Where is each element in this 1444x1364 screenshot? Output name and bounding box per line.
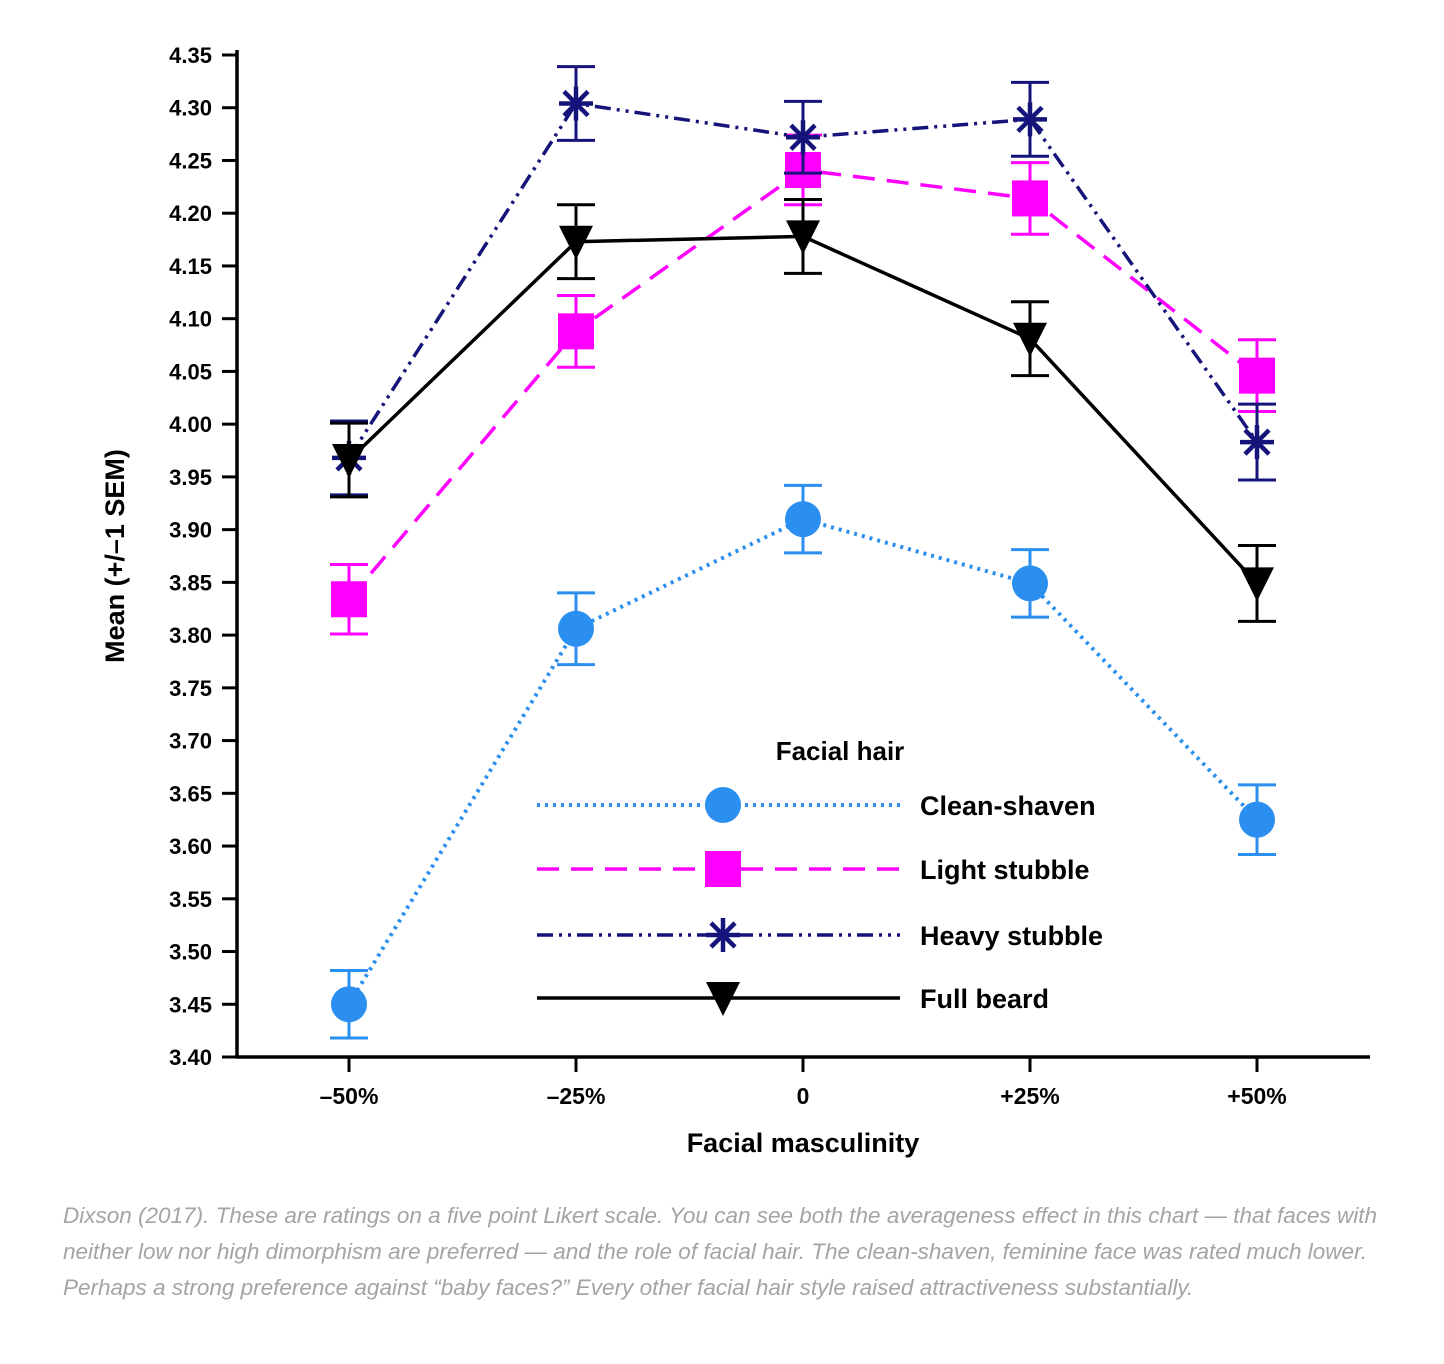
legend-label: Light stubble [920,855,1089,885]
asterisk-marker [786,120,820,155]
triangle-down-marker [1240,567,1274,602]
asterisk-marker [706,918,740,952]
triangle-down-marker [706,982,740,1016]
x-tick-label: 0 [797,1083,810,1109]
axes: 3.40 3.45 3.50 3.55 3.60 3.65 3.70 3.75 3.80 3.85… [169,43,1370,1109]
y-tick-label: 4.15 [169,254,212,279]
y-tick-label: 3.60 [169,834,212,859]
y-tick-label: 4.35 [169,43,212,68]
facial-hair-line-chart: 3.40 3.45 3.50 3.55 3.60 3.65 3.70 3.75 3.80 3.85… [100,43,1370,1158]
circle-marker [331,986,367,1023]
y-tick-label: 3.80 [169,623,212,648]
y-tick-label: 3.50 [169,940,212,965]
triangle-down-marker [332,444,366,479]
x-tick-label: –25% [547,1083,606,1109]
legend-label: Full beard [920,984,1049,1014]
legend-label: Heavy stubble [920,921,1103,951]
y-tick-label: 3.65 [169,781,212,806]
asterisk-stroke [789,123,817,151]
y-tick-label: 3.70 [169,729,212,754]
triangle-down-marker [786,220,820,255]
legend-title: Facial hair [776,736,905,766]
y-tick-label: 4.30 [169,96,212,121]
x-tick-label: –50% [320,1083,379,1109]
series-clean-shaven [330,483,1276,1040]
square-marker [1012,180,1048,217]
x-tick-label: +25% [1000,1083,1059,1109]
asterisk-stroke [562,89,590,118]
y-tick-label: 4.10 [169,307,212,332]
y-tick-label: 3.90 [169,518,212,543]
square-marker [1239,357,1275,394]
y-tick-label: 4.00 [169,412,212,437]
y-tick-label: 3.85 [169,570,212,595]
legend-item: Clean-shaven [537,787,1096,823]
triangle-down-marker [559,225,593,260]
y-tick-label: 3.45 [169,992,212,1017]
y-tick-label: 3.55 [169,887,212,912]
square-marker [558,313,594,350]
y-tick-label: 3.40 [169,1045,212,1070]
triangle-down-marker [1013,322,1047,357]
square-marker [705,851,741,887]
asterisk-marker [1013,102,1047,137]
y-tick-label: 4.05 [169,359,212,384]
legend-item: Heavy stubble [537,918,1103,952]
series-full-beard [330,197,1276,623]
legend: Facial hair Clean-shaven Light stubble Heav… [537,736,1103,1016]
asterisk-stroke [709,921,737,949]
asterisk-marker [559,86,593,121]
circle-marker [785,501,821,538]
asterisk-stroke [1016,105,1044,133]
legend-label: Clean-shaven [920,791,1096,821]
circle-marker [558,610,594,647]
legend-item: Full beard [537,982,1049,1016]
square-marker [331,581,367,618]
y-axis-label: Mean (+/–1 SEM) [100,449,130,663]
y-tick-label: 3.75 [169,676,212,701]
y-tick-label: 4.25 [169,148,212,173]
legend-item: Light stubble [537,851,1089,887]
x-axis-label: Facial masculinity [687,1128,920,1158]
circle-marker [705,787,741,823]
circle-marker [1012,565,1048,602]
y-tick-label: 3.95 [169,465,212,490]
asterisk-marker [1240,425,1274,460]
asterisk-stroke [1243,428,1271,456]
circle-marker [1239,801,1275,838]
figure-caption: Dixson (2017). These are ratings on a fi… [63,1203,1378,1300]
y-tick-label: 4.20 [169,201,212,226]
series-layer [330,65,1276,1040]
x-tick-label: +50% [1227,1083,1286,1109]
